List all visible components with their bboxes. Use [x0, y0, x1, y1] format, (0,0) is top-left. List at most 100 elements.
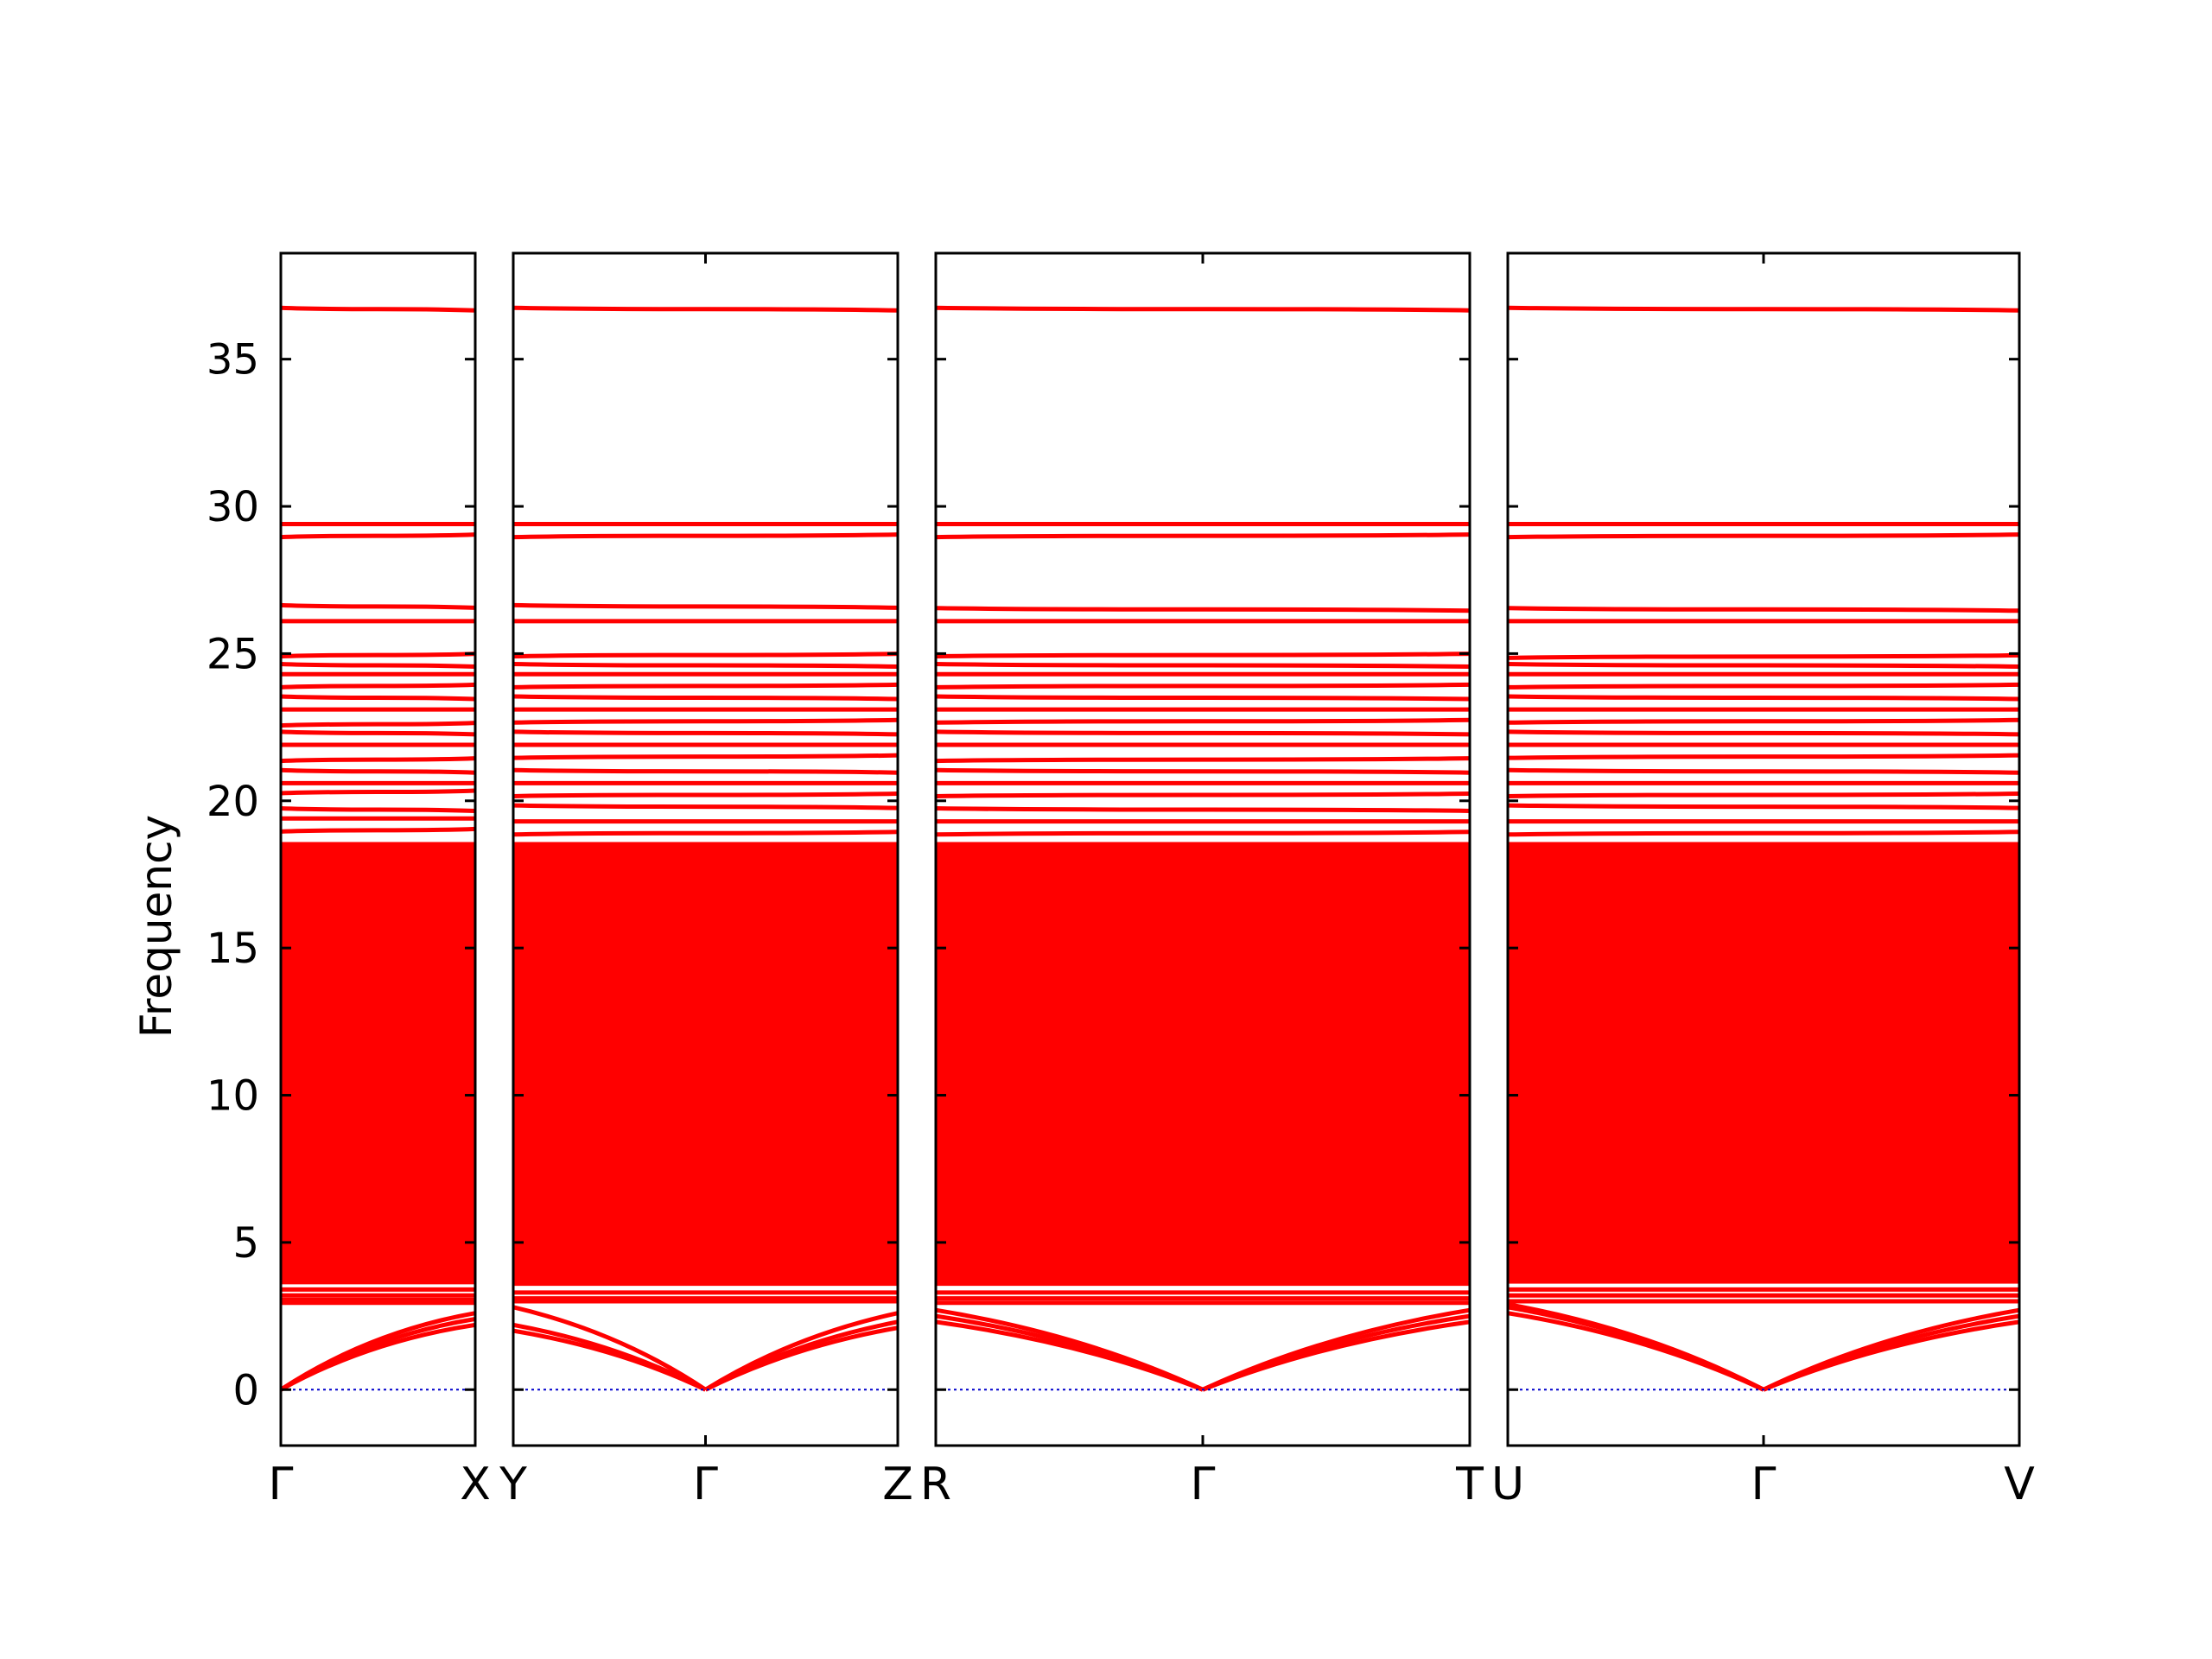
- k-point-label: U: [1491, 1459, 1524, 1510]
- y-tick-label: 20: [207, 778, 259, 826]
- band-line: [1508, 652, 2019, 660]
- panel-1-bands: [281, 305, 475, 1392]
- band-line: [1508, 606, 2019, 613]
- k-point-label: T: [1455, 1459, 1484, 1510]
- band-line: [513, 729, 898, 737]
- band-line: [513, 791, 898, 798]
- y-tick-label: 15: [207, 925, 259, 973]
- k-point-label: R: [920, 1459, 951, 1510]
- y-tick-label: 25: [207, 630, 259, 678]
- y-tick-label: 30: [207, 483, 259, 531]
- k-point-label: Γ: [269, 1459, 294, 1510]
- band-line: [1508, 717, 2019, 725]
- y-tick-label: 0: [232, 1366, 259, 1414]
- band-line: [936, 532, 1470, 540]
- y-axis: 0 5 10 15 20 25 30 35: [207, 336, 259, 1415]
- band-line: [936, 662, 1470, 670]
- band-line: [1508, 791, 2019, 798]
- band-line: [936, 767, 1470, 775]
- band-line: [936, 729, 1470, 737]
- band-line: [281, 305, 475, 313]
- band-line: [281, 756, 475, 764]
- band-line: [281, 806, 475, 813]
- acoustic-branch: [704, 1311, 898, 1392]
- band-line: [936, 694, 1470, 702]
- band-line: [1508, 729, 2019, 737]
- acoustic-branch: [936, 1307, 1205, 1392]
- k-point-label: Γ: [1751, 1459, 1777, 1510]
- band-line: [936, 652, 1470, 659]
- y-axis-title: Frequency: [131, 815, 181, 1038]
- band-line: [513, 803, 898, 810]
- panel-3-bands: [936, 305, 1470, 1392]
- band-line: [1508, 305, 2019, 313]
- band-line: [513, 717, 898, 725]
- acoustic-branch: [1201, 1307, 1470, 1392]
- band-line: [936, 606, 1470, 613]
- band-line: [936, 830, 1470, 837]
- band-line: [513, 753, 898, 760]
- band-line: [936, 806, 1470, 813]
- band-line: [281, 694, 475, 702]
- band-line: [281, 729, 475, 737]
- band-line: [1508, 694, 2019, 702]
- dense-band-region: [1508, 842, 2019, 1284]
- acoustic-branch: [513, 1322, 707, 1392]
- panel-4-bands: [1508, 305, 2019, 1392]
- band-line: [513, 305, 898, 313]
- band-line: [936, 682, 1470, 690]
- band-line: [513, 662, 898, 670]
- band-line: [1508, 803, 2019, 810]
- acoustic-branch: [1762, 1307, 2019, 1392]
- band-line: [281, 721, 475, 728]
- band-line: [1508, 767, 2019, 775]
- band-line: [936, 791, 1470, 798]
- band-line: [1508, 532, 2019, 540]
- band-line: [281, 662, 475, 670]
- dense-band-region: [936, 842, 1470, 1284]
- k-point-label: X: [460, 1459, 491, 1510]
- dense-band-region: [281, 842, 475, 1284]
- band-line: [936, 305, 1470, 313]
- k-point-label: V: [2004, 1459, 2035, 1510]
- band-line: [513, 694, 898, 702]
- band-line: [281, 767, 475, 775]
- band-line: [513, 652, 898, 659]
- band-line: [1508, 662, 2019, 670]
- acoustic-branch: [1508, 1301, 1765, 1392]
- band-line: [1508, 753, 2019, 760]
- panel-2-bands: [513, 305, 898, 1392]
- panel-frame: [279, 251, 477, 1447]
- band-line: [281, 652, 475, 659]
- y-tick-label: 5: [232, 1219, 259, 1268]
- band-line: [1508, 830, 2019, 837]
- acoustic-branch: [281, 1311, 475, 1392]
- band-line: [936, 756, 1470, 764]
- band-line: [281, 602, 475, 610]
- band-line: [281, 788, 475, 796]
- band-line: [281, 532, 475, 540]
- k-point-label: Γ: [1191, 1459, 1216, 1510]
- band-line: [513, 602, 898, 610]
- band-line: [281, 682, 475, 690]
- band-line: [513, 767, 898, 775]
- k-point-label: Γ: [693, 1459, 718, 1510]
- band-line: [513, 830, 898, 837]
- dense-band-region: [513, 842, 898, 1284]
- band-line: [281, 826, 475, 834]
- band-line: [936, 717, 1470, 725]
- k-point-label: Y: [499, 1459, 527, 1510]
- y-tick-label: 10: [207, 1072, 259, 1121]
- band-line: [1508, 682, 2019, 690]
- k-point-label: Z: [882, 1459, 913, 1510]
- y-tick-label: 35: [207, 336, 259, 385]
- acoustic-branch: [513, 1305, 707, 1392]
- band-line: [513, 532, 898, 540]
- band-line: [513, 682, 898, 690]
